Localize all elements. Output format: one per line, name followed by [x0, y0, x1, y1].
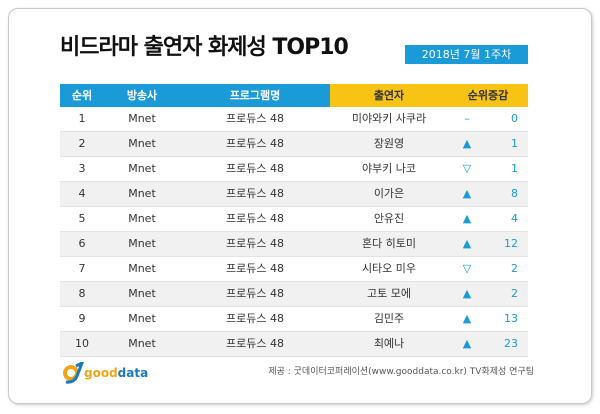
- change-cell: 8: [486, 181, 529, 207]
- cast-cell: 장원영: [330, 131, 448, 157]
- change-arrow-icon: ▲: [448, 131, 486, 157]
- table-row: 7 Mnet 프로듀스 48 시타오 미우 ▽ 2: [60, 256, 529, 282]
- program-cell: 프로듀스 48: [180, 331, 330, 357]
- broadcaster-cell: Mnet: [104, 156, 180, 182]
- broadcaster-cell: Mnet: [104, 256, 180, 282]
- header-broadcaster: 방송사: [104, 84, 180, 107]
- cast-cell: 고토 모에: [330, 281, 448, 307]
- program-cell: 프로듀스 48: [180, 231, 330, 257]
- rank-cell: 3: [60, 156, 104, 182]
- broadcaster-cell: Mnet: [104, 181, 180, 207]
- broadcaster-cell: Mnet: [104, 107, 180, 132]
- program-cell: 프로듀스 48: [180, 306, 330, 332]
- table-row: 9 Mnet 프로듀스 48 김민주 ▲ 13: [60, 306, 529, 332]
- program-cell: 프로듀스 48: [180, 181, 330, 207]
- change-arrow-icon: ▲: [448, 281, 486, 307]
- header-cast: 출연자: [330, 84, 448, 107]
- broadcaster-cell: Mnet: [104, 331, 180, 357]
- change-cell: 4: [486, 206, 529, 232]
- program-cell: 프로듀스 48: [180, 107, 330, 132]
- program-cell: 프로듀스 48: [180, 256, 330, 282]
- rank-cell: 6: [60, 231, 104, 257]
- broadcaster-cell: Mnet: [104, 131, 180, 157]
- program-cell: 프로듀스 48: [180, 131, 330, 157]
- change-arrow-icon: ▽: [448, 256, 486, 282]
- logo-good: good: [84, 366, 118, 380]
- change-cell: 23: [486, 331, 529, 357]
- cast-cell: 안유진: [330, 206, 448, 232]
- program-cell: 프로듀스 48: [180, 281, 330, 307]
- change-arrow-icon: ▲: [448, 231, 486, 257]
- table-row: 8 Mnet 프로듀스 48 고토 모에 ▲ 2: [60, 281, 529, 307]
- cast-cell: 미야와키 사쿠라: [330, 107, 448, 132]
- header-program: 프로그램명: [180, 84, 330, 107]
- rank-cell: 5: [60, 206, 104, 232]
- date-badge: 2018년 7월 1주차: [405, 45, 528, 64]
- change-cell: 2: [486, 281, 529, 307]
- broadcaster-cell: Mnet: [104, 206, 180, 232]
- gooddata-logo-icon: [63, 362, 84, 384]
- change-cell: 0: [486, 107, 529, 132]
- table-row: 10 Mnet 프로듀스 48 최예나 ▲ 23: [60, 331, 529, 357]
- change-cell: 13: [486, 306, 529, 332]
- program-cell: 프로듀스 48: [180, 156, 330, 182]
- cast-cell: 혼다 히토미: [330, 231, 448, 257]
- gooddata-logo: good data: [62, 362, 148, 384]
- header-rank: 순위: [60, 84, 104, 107]
- table-row: 3 Mnet 프로듀스 48 야부키 나코 ▽ 1: [60, 156, 529, 182]
- table-row: 2 Mnet 프로듀스 48 장원영 ▲ 1: [60, 131, 529, 157]
- rank-cell: 10: [60, 331, 104, 357]
- rank-cell: 7: [60, 256, 104, 282]
- change-arrow-icon: –: [448, 107, 486, 132]
- logo-data: data: [117, 366, 149, 380]
- change-arrow-icon: ▲: [448, 181, 486, 207]
- change-arrow-icon: ▲: [448, 206, 486, 232]
- ranking-table: 순위 방송사 프로그램명 출연자 순위증감 1 Mnet 프로듀스 48 미야와키 사…: [60, 84, 529, 357]
- rank-cell: 1: [60, 107, 104, 132]
- rank-cell: 8: [60, 281, 104, 307]
- card-frame: [8, 8, 592, 404]
- rank-cell: 2: [60, 131, 104, 157]
- table-row: 6 Mnet 프로듀스 48 혼다 히토미 ▲ 12: [60, 231, 529, 257]
- table-row: 4 Mnet 프로듀스 48 이가은 ▲ 8: [60, 181, 529, 207]
- broadcaster-cell: Mnet: [104, 306, 180, 332]
- page-title: 비드라마 출연자 화제성 TOP10: [60, 35, 349, 60]
- broadcaster-cell: Mnet: [104, 231, 180, 257]
- broadcaster-cell: Mnet: [104, 281, 180, 307]
- cast-cell: 김민주: [330, 306, 448, 332]
- change-cell: 1: [486, 156, 529, 182]
- cast-cell: 야부키 나코: [330, 156, 448, 182]
- program-cell: 프로듀스 48: [180, 206, 330, 232]
- cast-cell: 최예나: [330, 331, 448, 357]
- table-row: 5 Mnet 프로듀스 48 안유진 ▲ 4: [60, 206, 529, 232]
- cast-cell: 시타오 미우: [330, 256, 448, 282]
- change-cell: 1: [486, 131, 529, 157]
- rank-cell: 9: [60, 306, 104, 332]
- header-change: 순위증감: [448, 84, 529, 107]
- cast-cell: 이가은: [330, 181, 448, 207]
- change-arrow-icon: ▽: [448, 156, 486, 182]
- change-cell: 12: [486, 231, 529, 257]
- change-cell: 2: [486, 256, 529, 282]
- change-arrow-icon: ▲: [448, 331, 486, 357]
- change-arrow-icon: ▲: [448, 306, 486, 332]
- table-row: 1 Mnet 프로듀스 48 미야와키 사쿠라 –0: [60, 107, 529, 132]
- credit-text: 제공 : 굿데이터코퍼레이션(www.gooddata.co.kr) TV화제성…: [268, 367, 534, 377]
- rank-cell: 4: [60, 181, 104, 207]
